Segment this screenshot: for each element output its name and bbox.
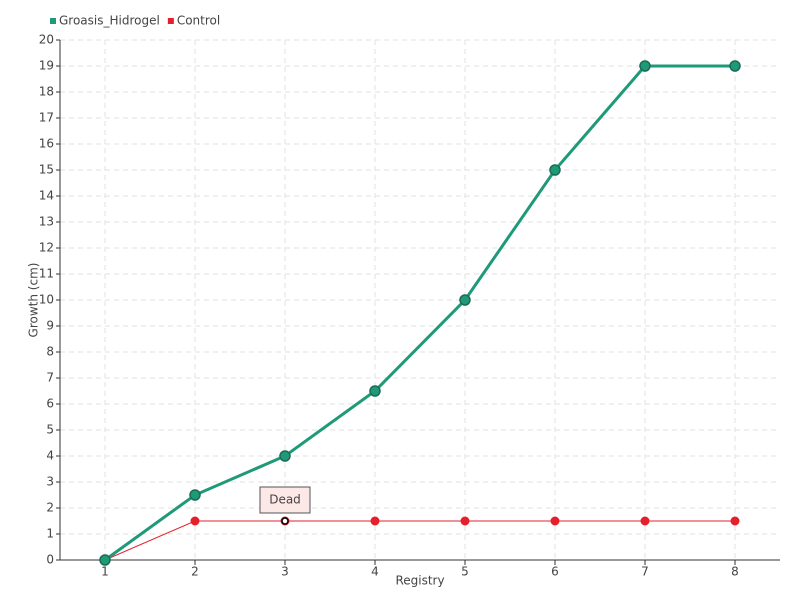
data-point xyxy=(549,164,561,176)
x-tick-label: 1 xyxy=(101,565,109,579)
data-point xyxy=(99,554,111,566)
series-line xyxy=(104,520,735,561)
y-tick-label: 7 xyxy=(46,371,54,385)
y-tick-label: 4 xyxy=(46,449,54,463)
x-tick-label: 6 xyxy=(551,565,559,579)
y-tick-label: 12 xyxy=(39,241,54,255)
x-tick-label: 4 xyxy=(371,565,379,579)
data-point xyxy=(730,516,740,526)
y-tick-label: 9 xyxy=(46,319,54,333)
y-tick-label: 2 xyxy=(46,501,54,515)
legend-label: Groasis_Hidrogel xyxy=(59,14,160,28)
data-point xyxy=(729,60,741,72)
y-tick-label: 14 xyxy=(39,189,54,203)
x-axis-label: Registry xyxy=(395,574,444,588)
y-tick-label: 8 xyxy=(46,345,54,359)
y-tick-label: 18 xyxy=(39,85,54,99)
data-point xyxy=(550,516,560,526)
y-tick-label: 19 xyxy=(39,59,54,73)
legend-swatch xyxy=(50,18,56,24)
y-tick-label: 11 xyxy=(39,267,54,281)
y-tick-label: 20 xyxy=(39,33,54,47)
data-point xyxy=(370,516,380,526)
annotation-marker xyxy=(281,517,289,525)
data-point xyxy=(190,516,200,526)
y-tick-label: 1 xyxy=(46,527,54,541)
y-tick-label: 5 xyxy=(46,423,54,437)
data-point xyxy=(639,60,651,72)
y-tick-label: 17 xyxy=(39,111,54,125)
annotation-box xyxy=(259,486,311,514)
y-tick-label: 6 xyxy=(46,397,54,411)
legend-label: Control xyxy=(177,14,220,28)
data-point xyxy=(189,489,201,501)
data-point xyxy=(640,516,650,526)
y-tick-label: 10 xyxy=(39,293,54,307)
data-point xyxy=(459,294,471,306)
y-axis-label: Growth (cm) xyxy=(27,263,41,338)
x-tick-label: 5 xyxy=(461,565,469,579)
data-point xyxy=(460,516,470,526)
y-tick-label: 0 xyxy=(46,553,54,567)
legend-swatch xyxy=(167,18,174,24)
x-tick-label: 2 xyxy=(191,565,199,579)
x-tick-label: 7 xyxy=(641,565,649,579)
y-tick-label: 16 xyxy=(39,137,54,151)
y-tick-label: 15 xyxy=(39,163,54,177)
annotation-text: Dead xyxy=(269,493,301,507)
x-tick-label: 8 xyxy=(731,565,739,579)
data-point xyxy=(279,450,291,462)
x-tick-label: 3 xyxy=(281,565,289,579)
y-tick-label: 13 xyxy=(39,215,54,229)
y-tick-label: 3 xyxy=(46,475,54,489)
series-line xyxy=(104,64,735,562)
data-point xyxy=(369,385,381,397)
